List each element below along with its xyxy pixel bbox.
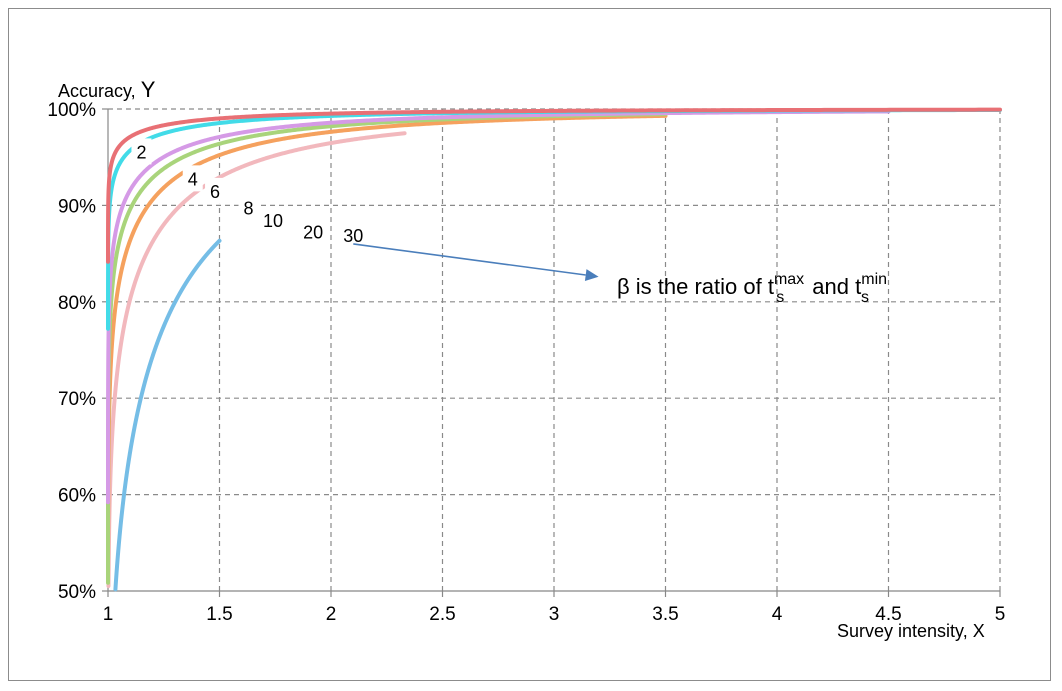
x-tick-label: 4 xyxy=(772,604,783,625)
y-tick-label: 70% xyxy=(58,389,96,410)
x-tick-label: 2 xyxy=(326,604,337,625)
series-label-bg-beta-8 xyxy=(238,194,259,221)
x-tick-label: 1.5 xyxy=(206,604,232,625)
series-label-bg-beta-2 xyxy=(131,138,152,165)
series-label-bg-beta-4 xyxy=(182,165,203,192)
y-tick-label: 50% xyxy=(58,582,96,603)
x-tick-label: 2.5 xyxy=(429,604,455,625)
x-tick-label: 3 xyxy=(549,604,560,625)
series-label-beta-4: 4 xyxy=(188,169,198,189)
y-tick-label: 80% xyxy=(58,293,96,314)
series-label-beta-20: 20 xyxy=(303,222,323,242)
series-label-bg-beta-10 xyxy=(258,206,289,233)
annotation-arrowhead xyxy=(584,269,599,281)
x-axis-title: Survey intensity, X xyxy=(837,621,985,641)
series-label-beta-8: 8 xyxy=(243,198,253,218)
x-tick-label: 3.5 xyxy=(652,604,678,625)
series-label-bg-beta-30 xyxy=(338,222,369,249)
y-tick-label: 60% xyxy=(58,486,96,507)
x-tick-label: 4.5 xyxy=(875,604,901,625)
series-line-beta-6 xyxy=(106,113,668,583)
series-line-beta-30 xyxy=(106,107,1002,264)
y-tick-labels: 50% 60% 70% 80% 90% 100% xyxy=(47,100,96,603)
series-label-beta-10: 10 xyxy=(263,211,283,231)
series-lines xyxy=(106,107,1002,592)
series-label-beta-30: 30 xyxy=(343,226,363,246)
x-tick-labels: 1 1.5 2 2.5 3 3.5 4 4.5 5 xyxy=(103,604,1006,625)
y-tick-label: 100% xyxy=(47,100,96,121)
series-line-beta-10 xyxy=(106,109,891,505)
annotation-text: β is the ratio of tmax s and tmin s xyxy=(617,271,887,306)
series-line-beta-4 xyxy=(106,131,407,588)
y-axis-title: Accuracy, Y xyxy=(58,77,156,102)
annotation-arrow xyxy=(353,243,586,276)
series-line-beta-2 xyxy=(113,238,222,592)
series-label-beta-6: 6 xyxy=(210,182,220,202)
series-labels: 2 46 8 10 20 30 xyxy=(131,138,369,249)
x-tick-label: 5 xyxy=(995,604,1006,625)
y-tick-label: 90% xyxy=(58,196,96,217)
series-label-beta-2: 2 xyxy=(136,142,146,162)
x-tick-label: 1 xyxy=(103,604,114,625)
series-label-bg-beta-6 xyxy=(205,177,226,204)
gridlines xyxy=(102,108,1001,597)
series-label-bg-beta-20 xyxy=(298,218,329,245)
annotation: β is the ratio of tmax s and tmin s xyxy=(353,243,887,306)
